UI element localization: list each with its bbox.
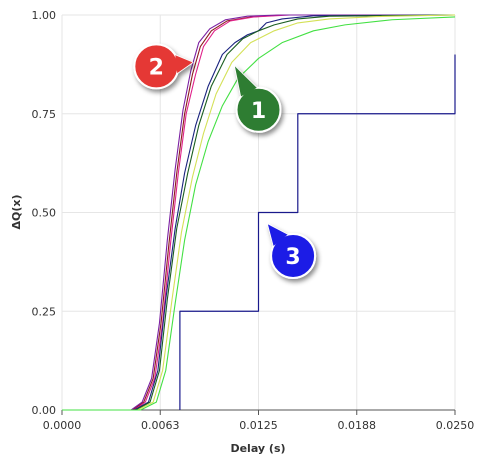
axes: 0.0000 0.0063 0.0125 0.0188 0.0250 0.00 0.25 0.… — [32, 9, 475, 432]
series-line-step — [179, 54, 456, 410]
x-tick-label: 0.0000 — [43, 419, 82, 432]
y-tick-label: 0.50 — [32, 207, 57, 220]
y-tick-label: 0.25 — [32, 305, 57, 318]
callout-label: 2 — [149, 55, 164, 80]
x-tick-label: 0.0188 — [338, 419, 377, 432]
x-tick-label: 0.0125 — [239, 419, 278, 432]
callout-pointer-fill — [267, 224, 288, 246]
y-tick-label: 1.00 — [32, 9, 57, 22]
series-line — [62, 14, 455, 411]
callout-bubble — [270, 232, 317, 279]
callout-label: 3 — [285, 245, 300, 270]
x-tick-label: 0.0250 — [436, 419, 475, 432]
x-tick-label: 0.0063 — [141, 419, 180, 432]
callout-pointer-fill — [175, 55, 193, 74]
callout-3 — [267, 223, 317, 279]
series-line — [62, 14, 455, 411]
annotations: 1 2 3 — [133, 43, 317, 279]
y-axis-title: ΔQ(x) — [10, 194, 23, 229]
x-axis-title: Delay (s) — [230, 442, 285, 455]
series-line — [62, 14, 456, 411]
callout-pointer-fill — [234, 66, 257, 97]
series-line — [62, 16, 456, 411]
y-tick-label: 0.00 — [32, 404, 57, 417]
callout-label: 1 — [251, 99, 266, 124]
series-line — [62, 14, 456, 411]
callout-2 — [133, 43, 194, 90]
series-line — [62, 14, 456, 411]
y-tick-label: 0.75 — [32, 108, 57, 121]
series-group — [62, 14, 456, 411]
callout-1 — [234, 65, 282, 133]
callout-bubble — [235, 86, 282, 133]
